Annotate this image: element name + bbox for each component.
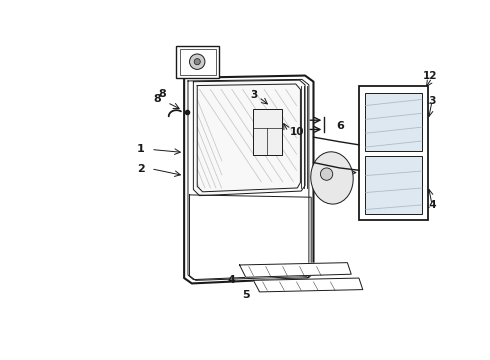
Text: 13: 13 [423,96,438,106]
Bar [365,93,422,151]
Polygon shape [253,278,363,292]
Polygon shape [194,80,305,195]
Polygon shape [190,195,311,280]
Bar [176,45,219,78]
Ellipse shape [311,152,353,204]
Text: 7: 7 [203,101,211,111]
Text: 8: 8 [159,89,167,99]
Text: 1: 1 [137,144,145,154]
Circle shape [190,54,205,69]
Polygon shape [240,263,351,277]
Text: 14: 14 [423,200,438,210]
Polygon shape [184,76,314,283]
Bar [253,109,282,155]
Text: 6: 6 [336,121,343,131]
Text: 10: 10 [290,127,304,137]
Bar [359,86,428,220]
Text: 12: 12 [423,71,438,81]
Text: 5: 5 [242,290,249,300]
Text: 8: 8 [153,94,161,104]
Bar [365,156,422,214]
Bar [179,49,216,75]
Text: 2: 2 [137,165,145,175]
Circle shape [320,168,333,180]
Text: 9: 9 [365,104,371,114]
Text: 4: 4 [228,275,236,285]
Text: 3: 3 [250,90,257,100]
Text: 11: 11 [361,167,376,177]
Circle shape [194,59,200,65]
